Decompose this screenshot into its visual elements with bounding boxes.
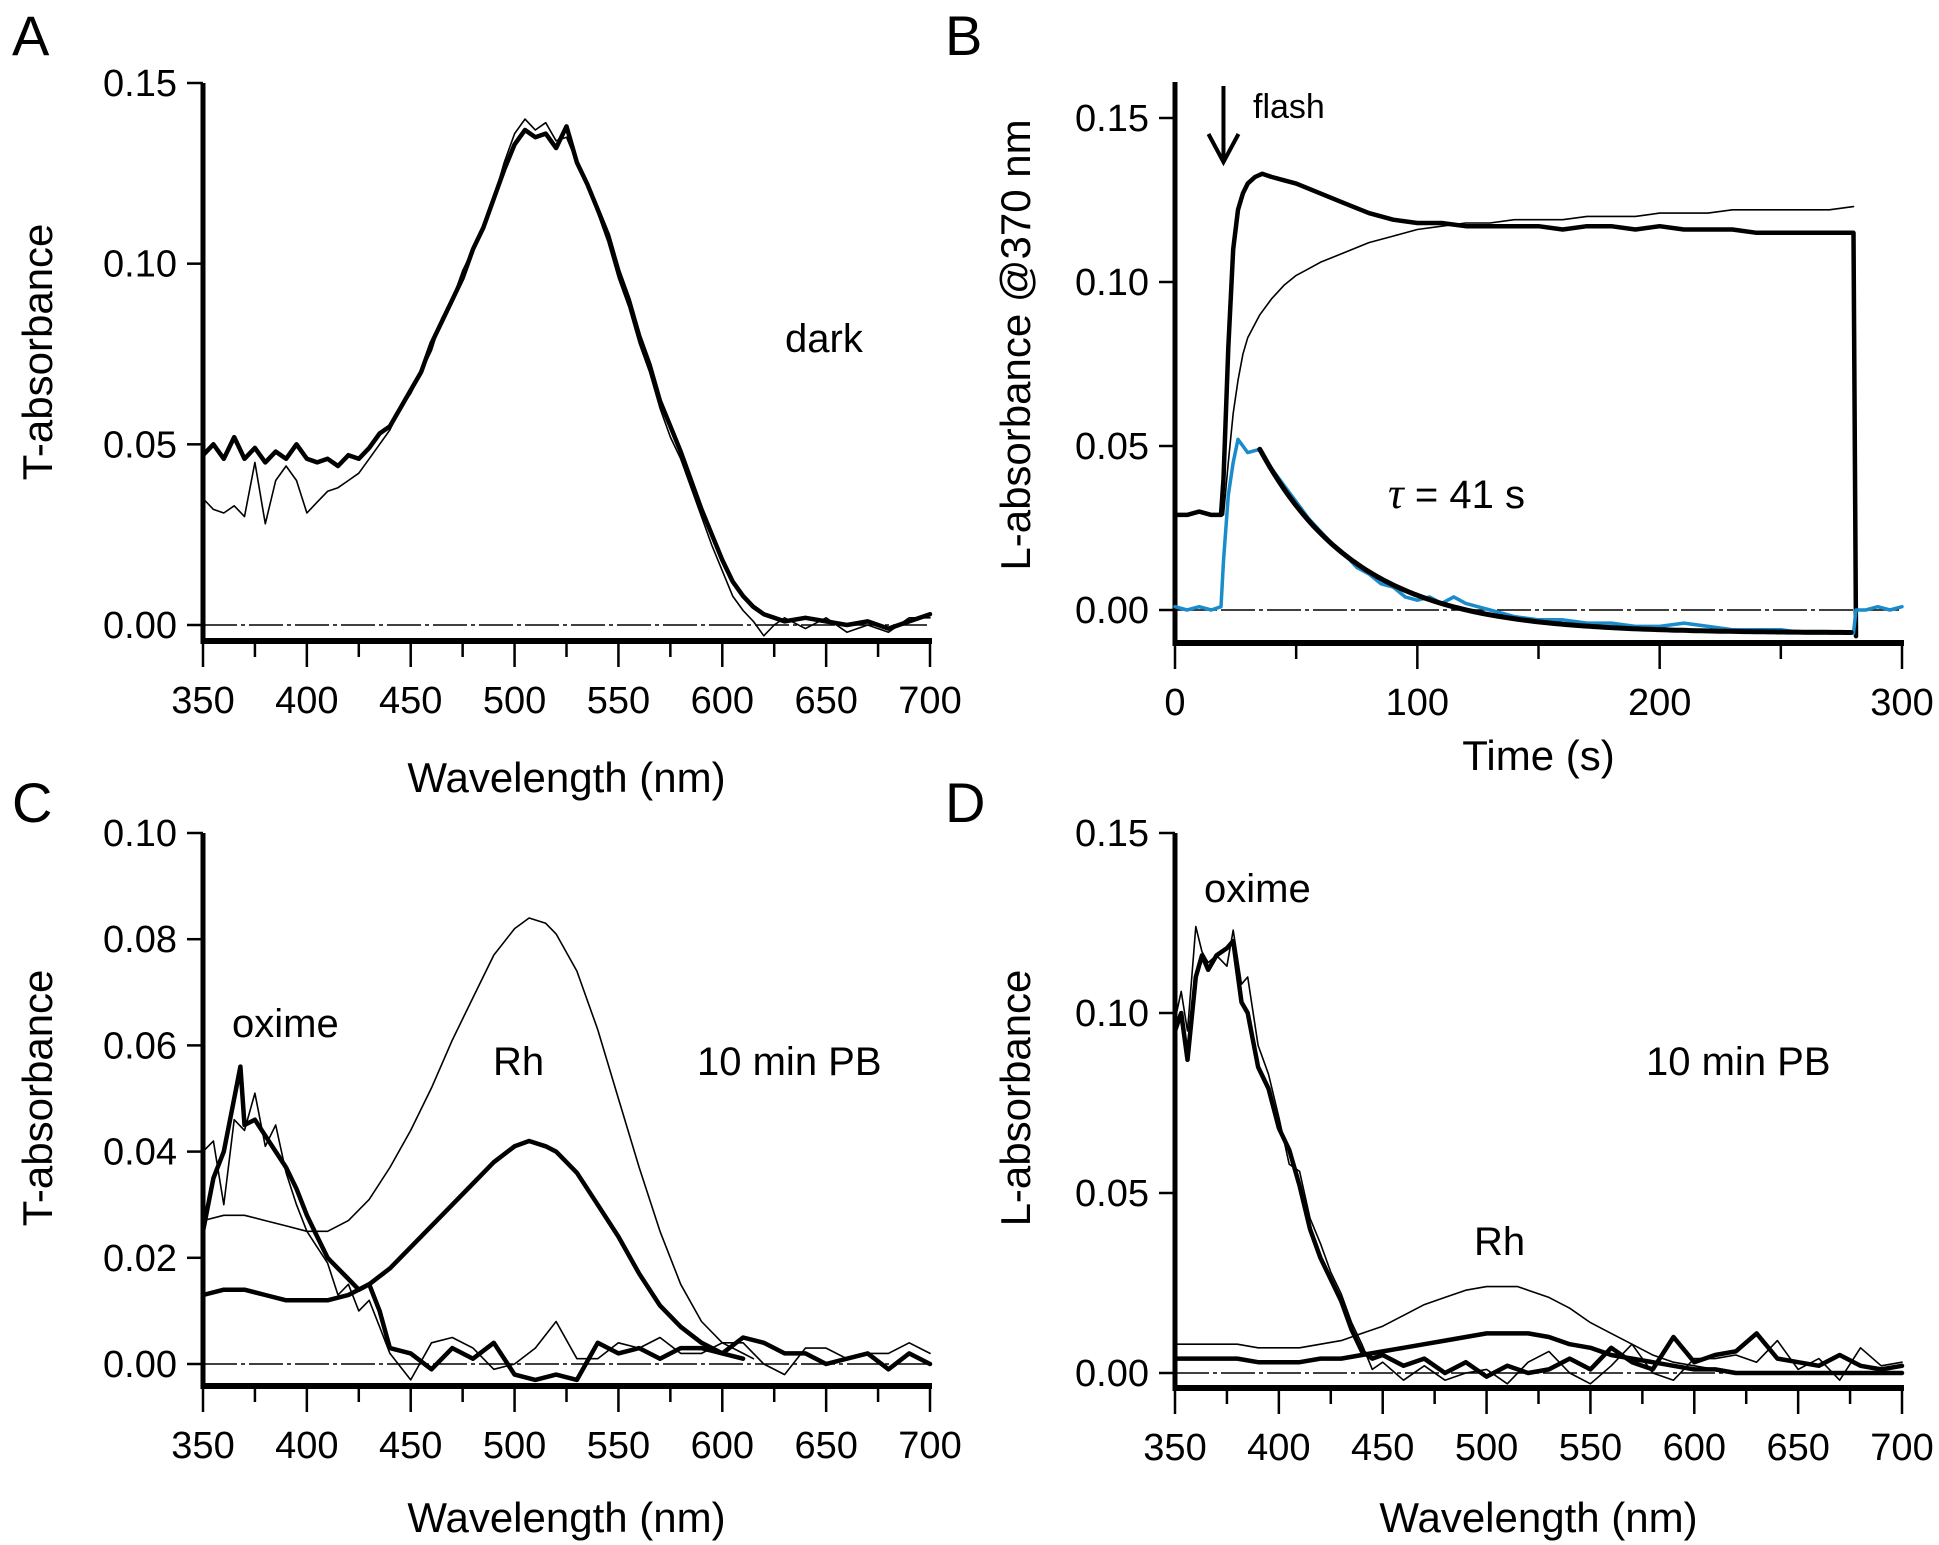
x-tick-label: 550 — [587, 1425, 650, 1467]
y-tick-label: 0.10 — [103, 244, 177, 286]
x-axis-title: Wavelength (nm) — [1379, 1494, 1697, 1541]
x-tick-label: 300 — [1870, 682, 1933, 724]
x-tick-label: 700 — [1870, 1427, 1933, 1469]
series-difference-trace — [1173, 437, 1904, 635]
y-tick-label: 0.08 — [103, 919, 177, 961]
annotation-oxime: oxime — [232, 1002, 339, 1046]
series-thick-trace — [1172, 171, 1859, 639]
x-tick-label: 500 — [1455, 1427, 1518, 1469]
y-tick-label: 0.00 — [103, 1344, 177, 1386]
panel-letter-c: C — [12, 771, 52, 834]
series-measured-thick — [1172, 938, 1905, 1379]
panel-c: C 0.00 0.02 0.04 0.06 0.08 0.10 350 400 450 500 550… — [12, 771, 962, 1541]
panel-a: A 0.00 0.05 0.10 0.15 350 400 450 500 550 600 650 70… — [12, 4, 962, 801]
y-tick-label: 0.02 — [103, 1238, 177, 1280]
y-tick-label: 0.05 — [1075, 426, 1149, 468]
x-tick-label: 350 — [171, 680, 234, 722]
panel-letter-b: B — [945, 4, 982, 67]
series-rh-template-thick — [1172, 1331, 1905, 1376]
y-tick-label: 0.00 — [103, 605, 177, 647]
annotation-10-min-pb: 10 min PB — [697, 1040, 882, 1084]
x-tick-label: 500 — [483, 1425, 546, 1467]
series-measured-thick — [200, 1064, 933, 1383]
x-tick-label: 600 — [691, 680, 754, 722]
y-tick-label: 0.15 — [103, 63, 177, 105]
panel-letter-d: D — [945, 771, 985, 834]
annotation-rh: Rh — [493, 1040, 544, 1084]
y-tick-label: 0.10 — [1075, 993, 1149, 1035]
x-tick-label: 700 — [898, 680, 961, 722]
x-tick-label: 600 — [691, 1425, 754, 1467]
y-axis-title: T-absorbance — [14, 224, 61, 481]
x-tick-label: 350 — [1143, 1427, 1206, 1469]
y-tick-label: 0.05 — [1075, 1173, 1149, 1215]
panel-d: D 0.00 0.05 0.10 0.15 350 400 450 500 550 600 650 70… — [945, 771, 1934, 1541]
annotation-dark: dark — [785, 317, 864, 361]
annotation-10-min-pb: 10 min PB — [1646, 1040, 1831, 1084]
panel-letter-a: A — [12, 4, 50, 67]
annotation-flash: flash — [1253, 88, 1325, 126]
x-axis-title: Wavelength (nm) — [407, 1494, 725, 1541]
x-tick-label: 500 — [483, 680, 546, 722]
y-tick-label: 0.00 — [1075, 590, 1149, 632]
x-tick-label: 550 — [587, 680, 650, 722]
x-axis-title: Wavelength (nm) — [407, 754, 725, 801]
x-tick-label: 350 — [171, 1425, 234, 1467]
series-rh-template-thin — [202, 917, 755, 1360]
series-measured-thin — [1174, 925, 1903, 1385]
series-thin-trace — [1222, 205, 1855, 516]
x-tick-label: 400 — [1247, 1427, 1310, 1469]
y-tick-label: 0.15 — [1075, 813, 1149, 855]
x-tick-label: 650 — [794, 680, 857, 722]
x-tick-label: 400 — [275, 1425, 338, 1467]
y-tick-label: 0.00 — [1075, 1353, 1149, 1395]
x-tick-label: 450 — [379, 1425, 442, 1467]
x-tick-label: 200 — [1628, 682, 1691, 724]
annotation-rh: Rh — [1474, 1220, 1525, 1264]
x-tick-label: 650 — [794, 1425, 857, 1467]
x-tick-label: 450 — [379, 680, 442, 722]
x-tick-label: 700 — [898, 1425, 961, 1467]
x-tick-label: 650 — [1766, 1427, 1829, 1469]
series-rh-template-thin — [1174, 1285, 1716, 1371]
x-tick-label: 100 — [1386, 682, 1449, 724]
tau-value: = 41 s — [1404, 473, 1525, 517]
x-tick-label: 600 — [1663, 1427, 1726, 1469]
tau-symbol: τ — [1388, 469, 1406, 518]
y-axis-title: T-absorbance — [14, 970, 61, 1227]
x-tick-label: 450 — [1351, 1427, 1414, 1469]
flash-arrowhead-icon — [1206, 133, 1241, 167]
y-tick-label: 0.06 — [103, 1025, 177, 1067]
y-tick-label: 0.05 — [103, 424, 177, 466]
y-tick-label: 0.10 — [103, 813, 177, 855]
series-thick-trace — [200, 124, 933, 631]
annotation-41-s: τ = 41 s — [1388, 469, 1525, 518]
series-rh-template-thick — [200, 1138, 746, 1361]
y-tick-label: 0.10 — [1075, 262, 1149, 304]
panel-b: B 0.00 0.05 0.10 0.15 0 100 200 300 Time (s) L-abs… — [945, 4, 1934, 779]
series-exponential-fit — [1257, 446, 1854, 635]
x-tick-label: 550 — [1559, 1427, 1622, 1469]
x-tick-label: 400 — [275, 680, 338, 722]
y-axis-title: L-absorbance @370 nm — [992, 119, 1039, 570]
y-axis-title: L-absorbance — [992, 970, 1039, 1227]
y-tick-label: 0.15 — [1075, 98, 1149, 140]
x-tick-label: 0 — [1164, 682, 1185, 724]
series-measured-thin — [202, 1092, 931, 1381]
series-thin-trace — [202, 118, 931, 637]
x-axis-title: Time (s) — [1462, 732, 1614, 779]
y-tick-label: 0.04 — [103, 1132, 177, 1174]
annotation-oxime: oxime — [1204, 867, 1311, 911]
